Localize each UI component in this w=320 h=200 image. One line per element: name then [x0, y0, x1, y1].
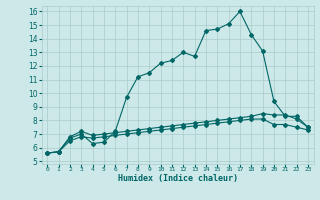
X-axis label: Humidex (Indice chaleur): Humidex (Indice chaleur): [118, 174, 237, 183]
